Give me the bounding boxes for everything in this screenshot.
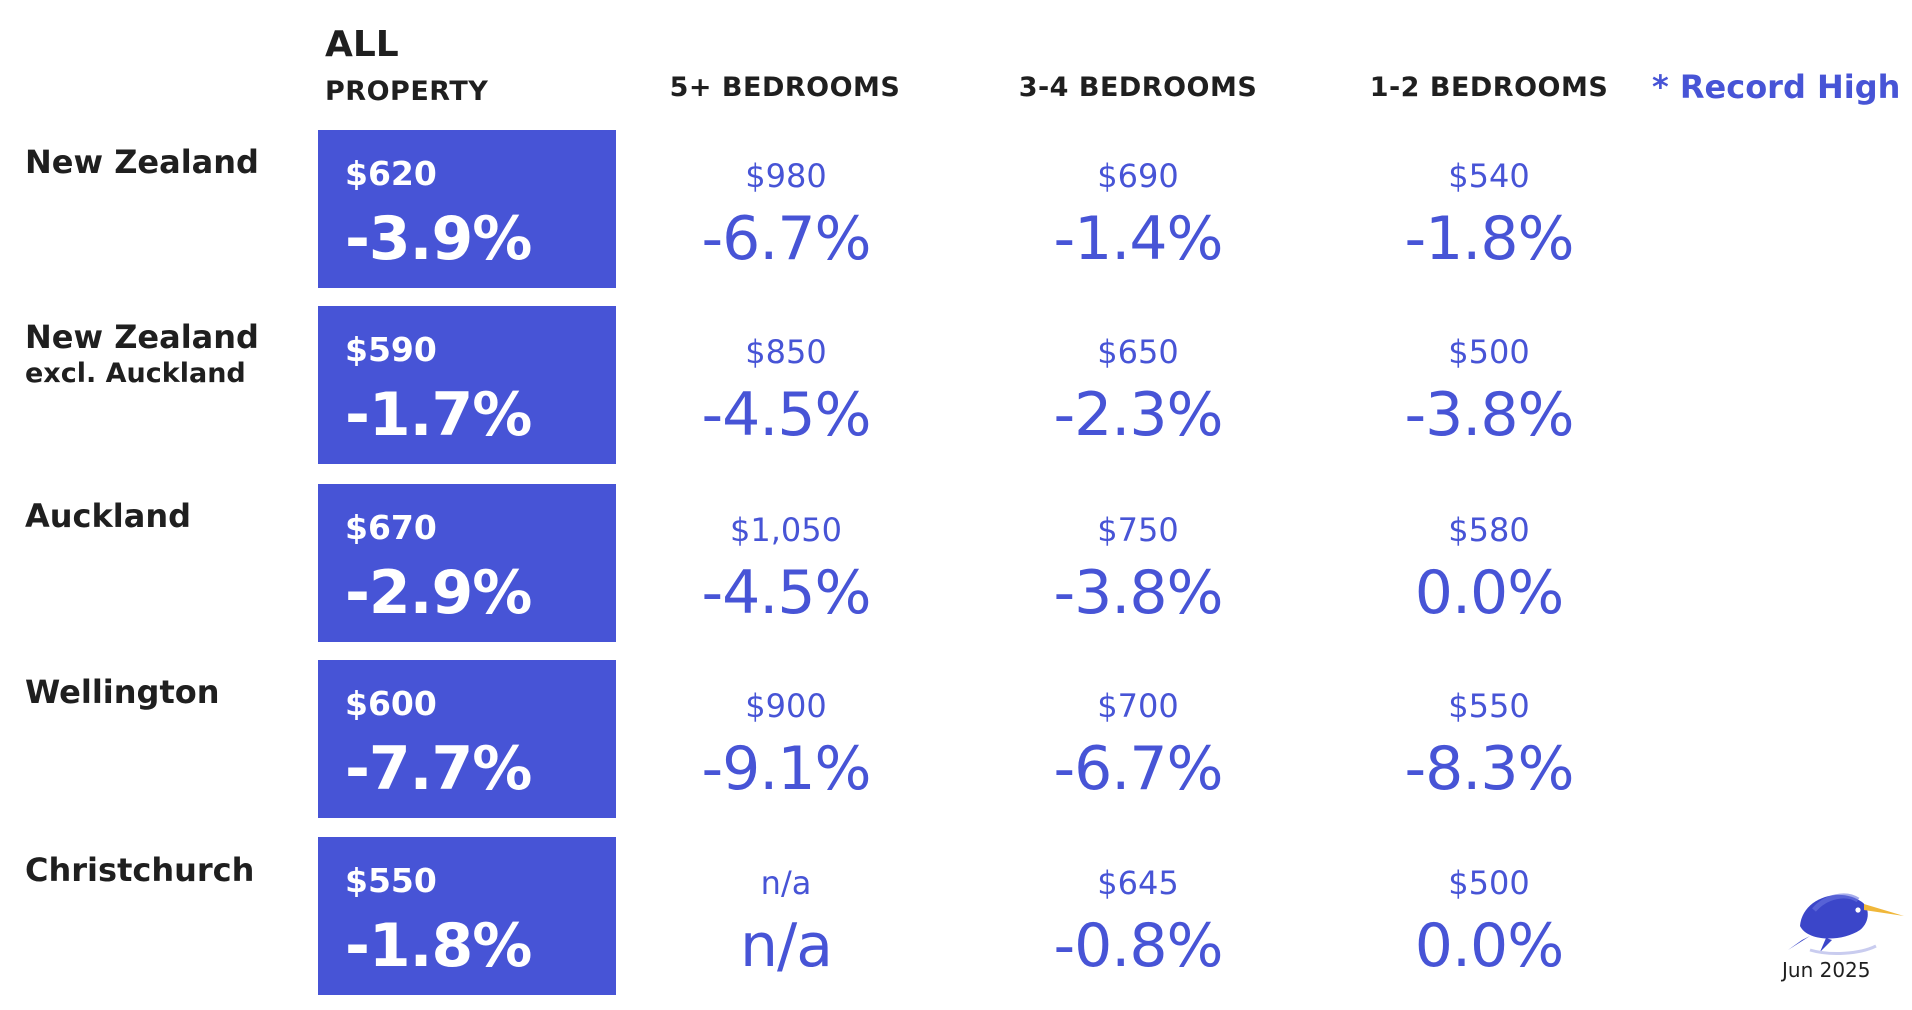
all-property-change: -1.7% <box>345 380 532 450</box>
cell-change: -4.5% <box>701 558 871 628</box>
cell-price: $580 <box>1448 511 1530 549</box>
row-label-wellington: Wellington <box>25 672 220 712</box>
cell-change: -6.7% <box>1053 734 1223 804</box>
cell-change: 0.0% <box>1414 558 1564 628</box>
cell-price: $750 <box>1097 511 1179 549</box>
cell-5plus: $900 -9.1% <box>636 678 936 804</box>
cell-change: -6.7% <box>701 204 871 274</box>
cell-price: $500 <box>1448 864 1530 902</box>
cell-5plus: n/a n/a <box>636 855 936 981</box>
cell-change: -8.3% <box>1404 734 1574 804</box>
cell-change: -3.8% <box>1404 380 1574 450</box>
cell-price: $540 <box>1448 157 1530 195</box>
cell-change: 0.0% <box>1414 911 1564 981</box>
cell-change: n/a <box>739 911 833 981</box>
all-property-change: -2.9% <box>345 558 532 628</box>
all-property-price: $590 <box>345 330 437 369</box>
region-name: Wellington <box>25 673 220 711</box>
cell-change: -4.5% <box>701 380 871 450</box>
all-property-change: -1.8% <box>345 911 532 981</box>
region-name: Christchurch <box>25 851 255 889</box>
cell-change: -1.4% <box>1053 204 1223 274</box>
region-subtitle: excl. Auckland <box>25 358 246 389</box>
cell-price: $690 <box>1097 157 1179 195</box>
cell-price: $850 <box>745 333 827 371</box>
row-label-new-zealand: New Zealand <box>25 142 259 182</box>
cell-price: n/a <box>760 864 812 902</box>
cell-1-2: $550 -8.3% <box>1339 678 1639 804</box>
cell-1-2: $500 -3.8% <box>1339 324 1639 450</box>
region-name: Auckland <box>25 497 192 535</box>
all-property-change: -3.9% <box>345 204 532 274</box>
cell-3-4: $650 -2.3% <box>988 324 1288 450</box>
cell-3-4: $700 -6.7% <box>988 678 1288 804</box>
column-header-1-2: 1-2 BEDROOMS <box>1369 72 1609 103</box>
column-header-all-line2: PROPERTY <box>325 76 489 107</box>
cell-change: -9.1% <box>701 734 871 804</box>
cell-change: -2.3% <box>1053 380 1223 450</box>
cell-price: $900 <box>745 687 827 725</box>
cell-price: $550 <box>1448 687 1530 725</box>
cell-change: -1.8% <box>1404 204 1574 274</box>
cell-change: -0.8% <box>1053 911 1223 981</box>
row-label-christchurch: Christchurch <box>25 850 254 890</box>
region-name: New Zealand <box>25 318 259 356</box>
row-label-new-zealand-excl-auckland: New Zealand excl. Auckland <box>25 317 259 391</box>
all-property-price: $670 <box>345 508 437 547</box>
column-header-3-4: 3-4 BEDROOMS <box>1018 72 1258 103</box>
cell-price: $700 <box>1097 687 1179 725</box>
cell-5plus: $850 -4.5% <box>636 324 936 450</box>
row-label-auckland: Auckland <box>25 496 191 536</box>
cell-price: $980 <box>745 157 827 195</box>
kiwi-icon <box>1780 876 1906 960</box>
all-property-change: -7.7% <box>345 734 532 804</box>
cell-price: $645 <box>1097 864 1179 902</box>
all-property-price: $620 <box>345 154 437 193</box>
all-property-price: $600 <box>345 684 437 723</box>
cell-price: $650 <box>1097 333 1179 371</box>
cell-price: $1,050 <box>730 511 842 549</box>
all-property-box: $590 -1.7% <box>318 306 616 464</box>
all-property-box: $600 -7.7% <box>318 660 616 818</box>
cell-1-2: $540 -1.8% <box>1339 148 1639 274</box>
all-property-box: $620 -3.9% <box>318 130 616 288</box>
cell-3-4: $645 -0.8% <box>988 855 1288 981</box>
all-property-box: $670 -2.9% <box>318 484 616 642</box>
cell-3-4: $750 -3.8% <box>988 502 1288 628</box>
region-name: New Zealand <box>25 143 259 181</box>
cell-5plus: $1,050 -4.5% <box>636 502 936 628</box>
record-high-legend: * Record High <box>1652 68 1901 106</box>
all-property-box: $550 -1.8% <box>318 837 616 995</box>
cell-change: -3.8% <box>1053 558 1223 628</box>
cell-5plus: $980 -6.7% <box>636 148 936 274</box>
all-property-price: $550 <box>345 861 437 900</box>
cell-1-2: $500 0.0% <box>1339 855 1639 981</box>
cell-3-4: $690 -1.4% <box>988 148 1288 274</box>
column-header-all-line1: ALL <box>325 24 399 65</box>
column-header-5plus: 5+ BEDROOMS <box>669 72 901 103</box>
cell-1-2: $580 0.0% <box>1339 502 1639 628</box>
report-date: Jun 2025 <box>1782 958 1871 982</box>
cell-price: $500 <box>1448 333 1530 371</box>
